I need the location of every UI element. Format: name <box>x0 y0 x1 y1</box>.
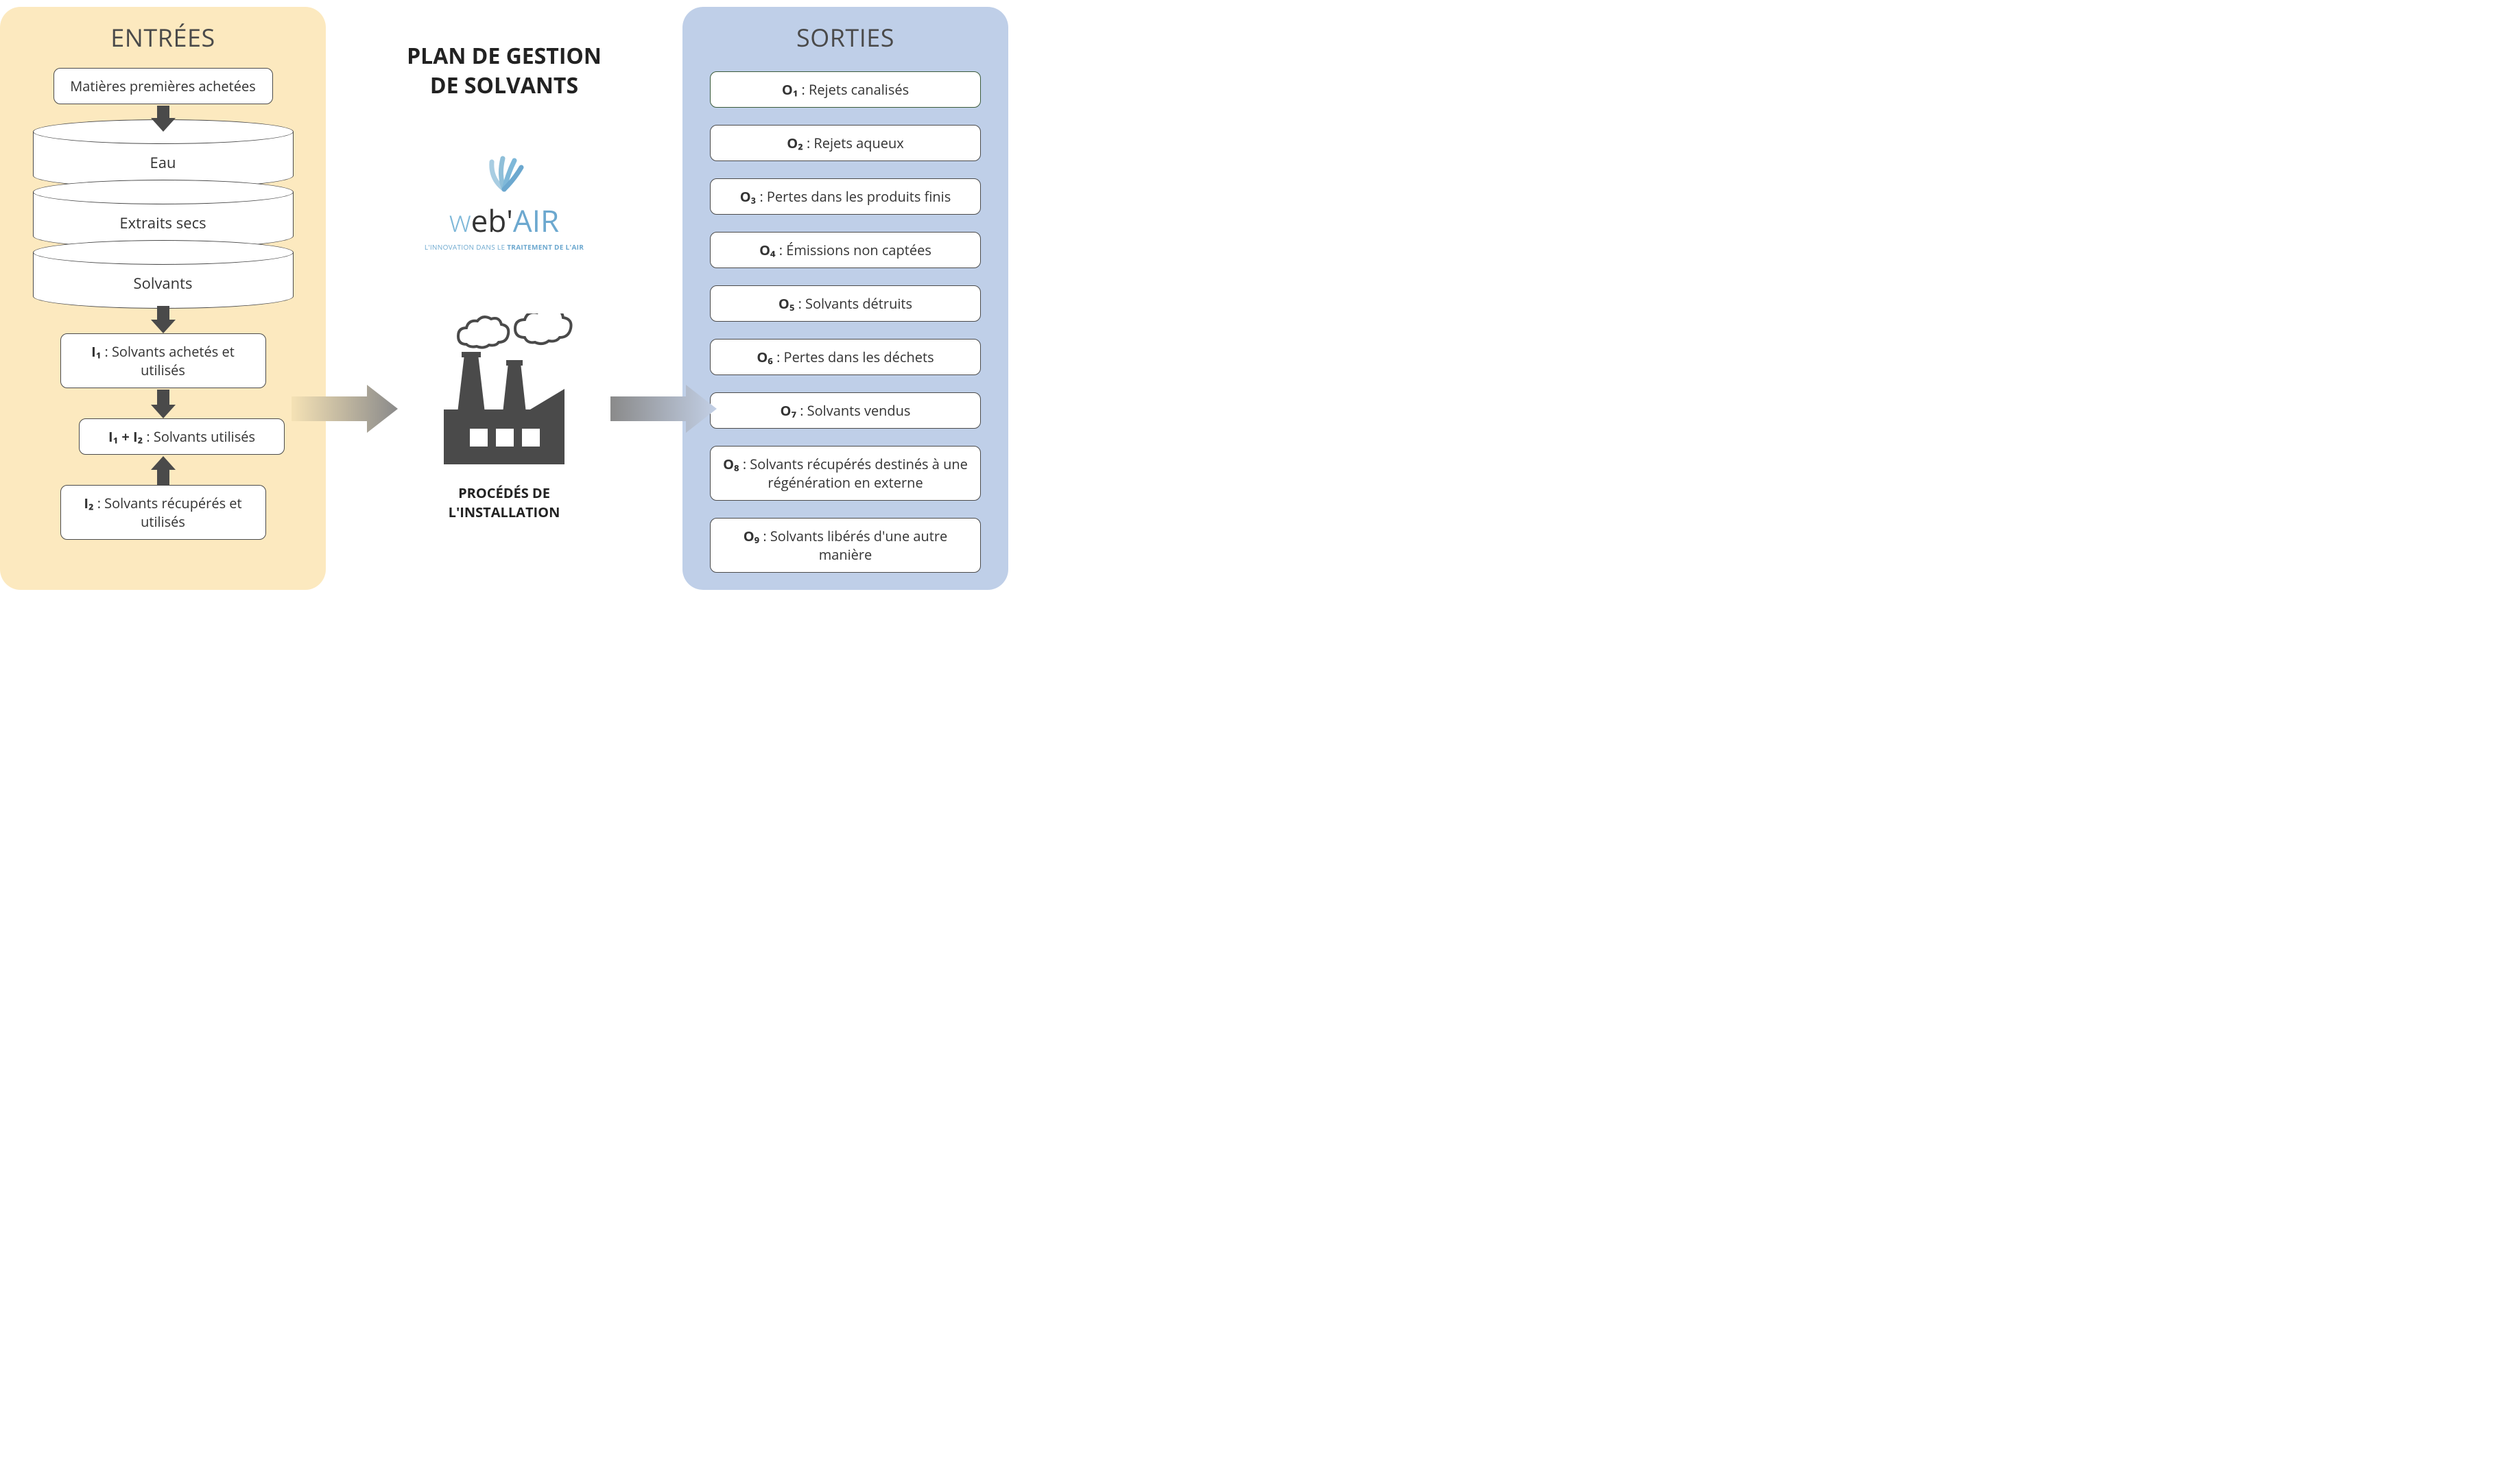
proc-line: PROCÉDÉS DE <box>458 484 550 502</box>
logo-prefix: w <box>449 200 471 241</box>
arrow-down-icon <box>154 106 172 128</box>
box-text: : Solvants vendus <box>796 401 910 420</box>
big-arrow-right-icon <box>610 381 717 436</box>
output-box: O₄ : Émissions non captées <box>710 232 981 268</box>
logo-mid: eb' <box>471 200 513 241</box>
title-line: PLAN DE GESTION <box>407 41 602 71</box>
input-top-box: Matières premières achetées <box>54 68 273 104</box>
output-box: O₉ : Solvants libérés d'une autre manièr… <box>710 518 981 573</box>
output-box: O₆ : Pertes dans les déchets <box>710 339 981 375</box>
box-text: : Pertes dans les produits finis <box>756 187 951 206</box>
cylinder-label: Extraits secs <box>119 213 206 233</box>
input-i2-box: I₂ : Solvants récupérés et utilisés <box>60 485 266 540</box>
cylinder-extraits: Extraits secs <box>33 180 294 248</box>
code-label: O₂ <box>787 134 803 152</box>
code-label: I₂ <box>84 494 93 512</box>
logo: web'AIR L'INNOVATION DANS LE TRAITEMENT … <box>425 148 584 252</box>
code-label: I₁ <box>91 342 101 361</box>
box-text: : Rejets canalisés <box>798 80 909 99</box>
box-text: : Solvants achetés et utilisés <box>101 342 235 379</box>
factory-row <box>333 313 676 471</box>
output-box: O₂ : Rejets aqueux <box>710 125 981 161</box>
inputs-panel: ENTRÉES Matières premières achetées Eau … <box>0 7 326 590</box>
factory-icon <box>429 313 580 471</box>
logo-suffix: AIR <box>513 200 559 241</box>
outputs-list: O₁ : Rejets canalisés O₂ : Rejets aqueux… <box>700 71 991 573</box>
box-text: : Solvants utilisés <box>143 427 255 446</box>
input-i1i2-box: I₁ + I₂ : Solvants utilisés <box>79 418 285 455</box>
code-label: O₉ <box>744 527 760 545</box>
code-label: O₇ <box>781 401 797 420</box>
code-label: O₈ <box>723 455 739 473</box>
box-text: : Solvants récupérés et utilisés <box>94 494 242 531</box>
box-text: : Rejets aqueux <box>803 134 904 152</box>
box-text: : Solvants récupérés destinés à une régé… <box>739 455 968 492</box>
proc-line: L'INSTALLATION <box>449 503 560 521</box>
outputs-title: SORTIES <box>796 21 894 54</box>
cylinder-solvants: Solvants <box>33 240 294 309</box>
box-text: : Pertes dans les déchets <box>773 348 934 366</box>
output-box: O₅ : Solvants détruits <box>710 285 981 322</box>
output-box: O₃ : Pertes dans les produits finis <box>710 178 981 215</box>
tagline-pre: L'INNOVATION DANS LE <box>425 242 507 252</box>
cylinder-label: Solvants <box>134 273 193 294</box>
big-arrow-left-icon <box>292 381 398 436</box>
logo-swirl-icon <box>477 148 532 196</box>
process-label: PROCÉDÉS DE L'INSTALLATION <box>449 484 560 522</box>
output-box: O₇ : Solvants vendus <box>710 392 981 429</box>
box-text: : Émissions non captées <box>776 241 931 259</box>
tagline-bold: TRAITEMENT DE L'AIR <box>507 242 584 252</box>
main-title: PLAN DE GESTION DE SOLVANTS <box>407 41 602 100</box>
cylinder-label: Eau <box>150 152 176 173</box>
code-label: O₅ <box>778 294 795 313</box>
center-panel: PLAN DE GESTION DE SOLVANTS web'AIR L'IN… <box>326 7 682 590</box>
code-label: O₄ <box>759 241 776 259</box>
diagram-container: ENTRÉES Matières premières achetées Eau … <box>0 7 1008 590</box>
logo-tagline: L'INNOVATION DANS LE TRAITEMENT DE L'AIR <box>425 242 584 252</box>
code-label: O₁ <box>782 80 798 99</box>
title-line: DE SOLVANTS <box>430 71 578 100</box>
outputs-panel: SORTIES O₁ : Rejets canalisés O₂ : Rejet… <box>682 7 1008 590</box>
arrow-down-icon <box>154 390 172 418</box>
code-label: I₁ + I₂ <box>108 427 143 446</box>
output-box: O₈ : Solvants récupérés destinés à une r… <box>710 446 981 501</box>
box-text: : Solvants détruits <box>794 294 912 313</box>
inputs-title: ENTRÉES <box>110 21 215 54</box>
output-box: O₁ : Rejets canalisés <box>710 71 981 108</box>
logo-text: web'AIR <box>425 200 584 241</box>
arrow-up-icon <box>154 456 172 485</box>
code-label: O₃ <box>740 187 757 206</box>
box-text: : Solvants libérés d'une autre manière <box>759 527 947 564</box>
arrow-down-icon <box>154 306 172 333</box>
input-i1-box: I₁ : Solvants achetés et utilisés <box>60 333 266 388</box>
code-label: O₆ <box>757 348 773 366</box>
